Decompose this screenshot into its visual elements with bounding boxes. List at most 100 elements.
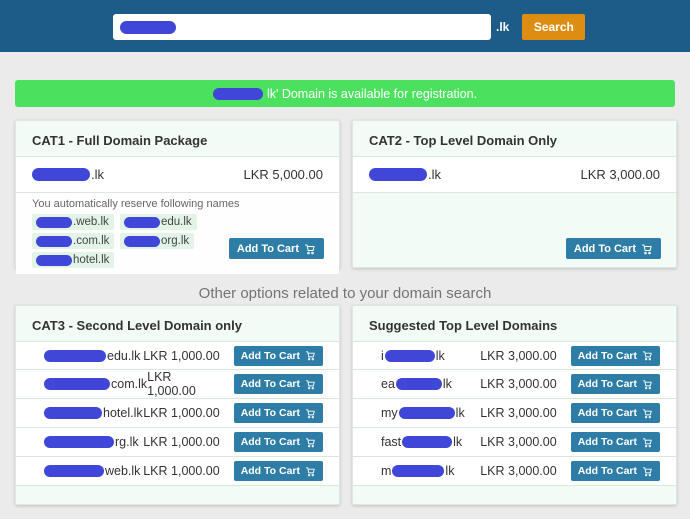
cart-icon <box>642 351 652 361</box>
row-domain: ea lk <box>381 377 452 391</box>
row-domain-suffix: lk <box>445 464 455 478</box>
cat1-domain: .lk <box>32 167 104 182</box>
cat2-price: LKR 3,000.00 <box>580 167 660 182</box>
row-domain-suffix: lk <box>453 435 463 449</box>
cart-icon <box>305 379 315 389</box>
reserved-domain-chip: .com.lk <box>32 233 115 249</box>
add-to-cart-button[interactable]: Add To Cart <box>570 461 660 481</box>
add-to-cart-label: Add To Cart <box>577 436 637 448</box>
cat1-add-to-cart-button[interactable]: Add To Cart <box>228 238 324 259</box>
search-input[interactable] <box>113 13 491 40</box>
cat1-card: CAT1 - Full Domain Package .lk LKR 5,000… <box>15 120 340 274</box>
row-domain: web.lk <box>44 464 140 478</box>
add-to-cart-button[interactable]: Add To Cart <box>570 403 660 423</box>
row-domain: rg.lk <box>44 435 139 449</box>
row-domain-suffix: edu.lk <box>107 348 141 363</box>
add-to-cart-button[interactable]: Add To Cart <box>570 432 660 452</box>
suggested-row-list: i lk LKR 3,000.00 Add To Cart ea lk LKR 3,… <box>353 341 676 486</box>
search-button[interactable]: Search <box>522 13 586 40</box>
cat2-domain-row: .lk LKR 3,000.00 <box>353 156 676 193</box>
cat2-title: CAT2 - Top Level Domain Only <box>369 133 558 148</box>
top-navigation-bar: .lk Search <box>0 0 690 52</box>
cart-icon <box>305 351 315 361</box>
cat1-reserved-names-block: You automatically reserve following name… <box>16 193 339 274</box>
domain-row: fast lk LKR 3,000.00 Add To Cart <box>353 428 676 457</box>
redacted-domain-name <box>44 436 114 448</box>
redacted-domain-name <box>402 436 453 448</box>
reserved-domain-chip: hotel.lk <box>32 252 115 268</box>
cat1-price: LKR 5,000.00 <box>243 167 323 182</box>
row-domain-suffix: com.lk <box>111 377 148 391</box>
availability-message: lk' Domain is available for registration… <box>266 86 478 101</box>
cat2-add-to-cart-button[interactable]: Add To Cart <box>565 238 661 259</box>
redacted-domain-name <box>44 378 110 390</box>
add-to-cart-label: Add To Cart <box>240 436 300 448</box>
redacted-domain-name <box>36 235 72 247</box>
row-domain-suffix: web.lk <box>105 464 141 478</box>
row-domain-prefix: m <box>381 464 392 478</box>
domain-row: m lk LKR 3,000.00 Add To Cart <box>353 457 676 486</box>
domain-search-bar: .lk Search <box>113 13 586 40</box>
cat2-domain: .lk <box>369 167 441 182</box>
add-to-cart-button[interactable]: Add To Cart <box>233 345 323 366</box>
redacted-domain-name <box>395 378 442 390</box>
add-to-cart-label: Add To Cart <box>577 378 637 390</box>
redacted-domain-name <box>124 235 160 247</box>
reserved-domain-chip: .web.lk <box>32 214 114 230</box>
lk-suffix-label: .lk <box>496 19 510 34</box>
row-price: LKR 3,000.00 <box>480 406 557 420</box>
row-price: LKR 3,000.00 <box>480 348 557 363</box>
redacted-domain-name <box>44 349 106 362</box>
domain-row: my lk LKR 3,000.00 Add To Cart <box>353 399 676 428</box>
row-domain-suffix: lk <box>442 377 452 391</box>
add-to-cart-label: Add To Cart <box>236 242 299 255</box>
cart-icon <box>642 437 652 447</box>
domain-row: rg.lk LKR 1,000.00 Add To Cart <box>16 428 339 457</box>
reserved-domain-suffix: .web.lk <box>73 216 109 228</box>
cat3-card: CAT3 - Second Level Domain only edu.lk L… <box>15 305 340 505</box>
reserved-domain-chip: edu.lk <box>120 214 197 230</box>
cat1-domain-suffix: .lk <box>91 167 104 182</box>
cat2-card: CAT2 - Top Level Domain Only .lk LKR 3,0… <box>352 120 677 268</box>
row-price: LKR 1,000.00 <box>143 406 220 420</box>
row-domain-suffix: lk <box>455 406 465 420</box>
domain-row: edu.lk LKR 1,000.00 Add To Cart <box>16 341 339 370</box>
add-to-cart-label: Add To Cart <box>577 349 637 362</box>
redacted-domain-name <box>44 465 104 477</box>
cart-icon <box>305 466 315 476</box>
redacted-domain-name <box>384 349 435 362</box>
cart-icon <box>305 408 315 418</box>
cat1-title: CAT1 - Full Domain Package <box>32 133 208 148</box>
cart-icon <box>305 244 315 254</box>
cart-icon <box>642 466 652 476</box>
reserved-domain-suffix: edu.lk <box>161 216 192 228</box>
cart-icon <box>305 437 315 447</box>
row-price: LKR 1,000.00 <box>143 464 220 478</box>
row-domain: i lk <box>381 349 445 363</box>
row-domain: hotel.lk <box>44 406 143 420</box>
redacted-domain-name <box>36 254 72 266</box>
domain-row: com.lk LKR 1,000.00 Add To Cart <box>16 370 339 399</box>
reserved-domain-chip: org.lk <box>120 233 195 249</box>
add-to-cart-button[interactable]: Add To Cart <box>570 374 660 394</box>
domain-row: ea lk LKR 3,000.00 Add To Cart <box>353 370 676 399</box>
redacted-search-text <box>120 20 176 34</box>
row-domain-prefix: fast <box>381 435 402 449</box>
add-to-cart-button[interactable]: Add To Cart <box>233 374 323 394</box>
domain-row: web.lk LKR 1,000.00 Add To Cart <box>16 457 339 486</box>
row-domain-prefix: i <box>381 348 384 363</box>
add-to-cart-label: Add To Cart <box>240 349 300 362</box>
add-to-cart-label: Add To Cart <box>577 407 637 419</box>
redacted-domain-name <box>32 168 90 181</box>
add-to-cart-button[interactable]: Add To Cart <box>570 345 660 366</box>
cat3-title: CAT3 - Second Level Domain only <box>32 318 242 333</box>
add-to-cart-button[interactable]: Add To Cart <box>233 432 323 452</box>
reserved-domain-suffix: hotel.lk <box>73 254 110 266</box>
row-domain-prefix: my <box>381 406 398 420</box>
add-to-cart-button[interactable]: Add To Cart <box>233 403 323 423</box>
add-to-cart-button[interactable]: Add To Cart <box>233 461 323 481</box>
row-domain-suffix: hotel.lk <box>103 406 143 420</box>
redacted-domain-name <box>44 407 102 419</box>
row-domain-suffix: rg.lk <box>115 435 139 449</box>
row-price: LKR 1,000.00 <box>147 370 196 398</box>
